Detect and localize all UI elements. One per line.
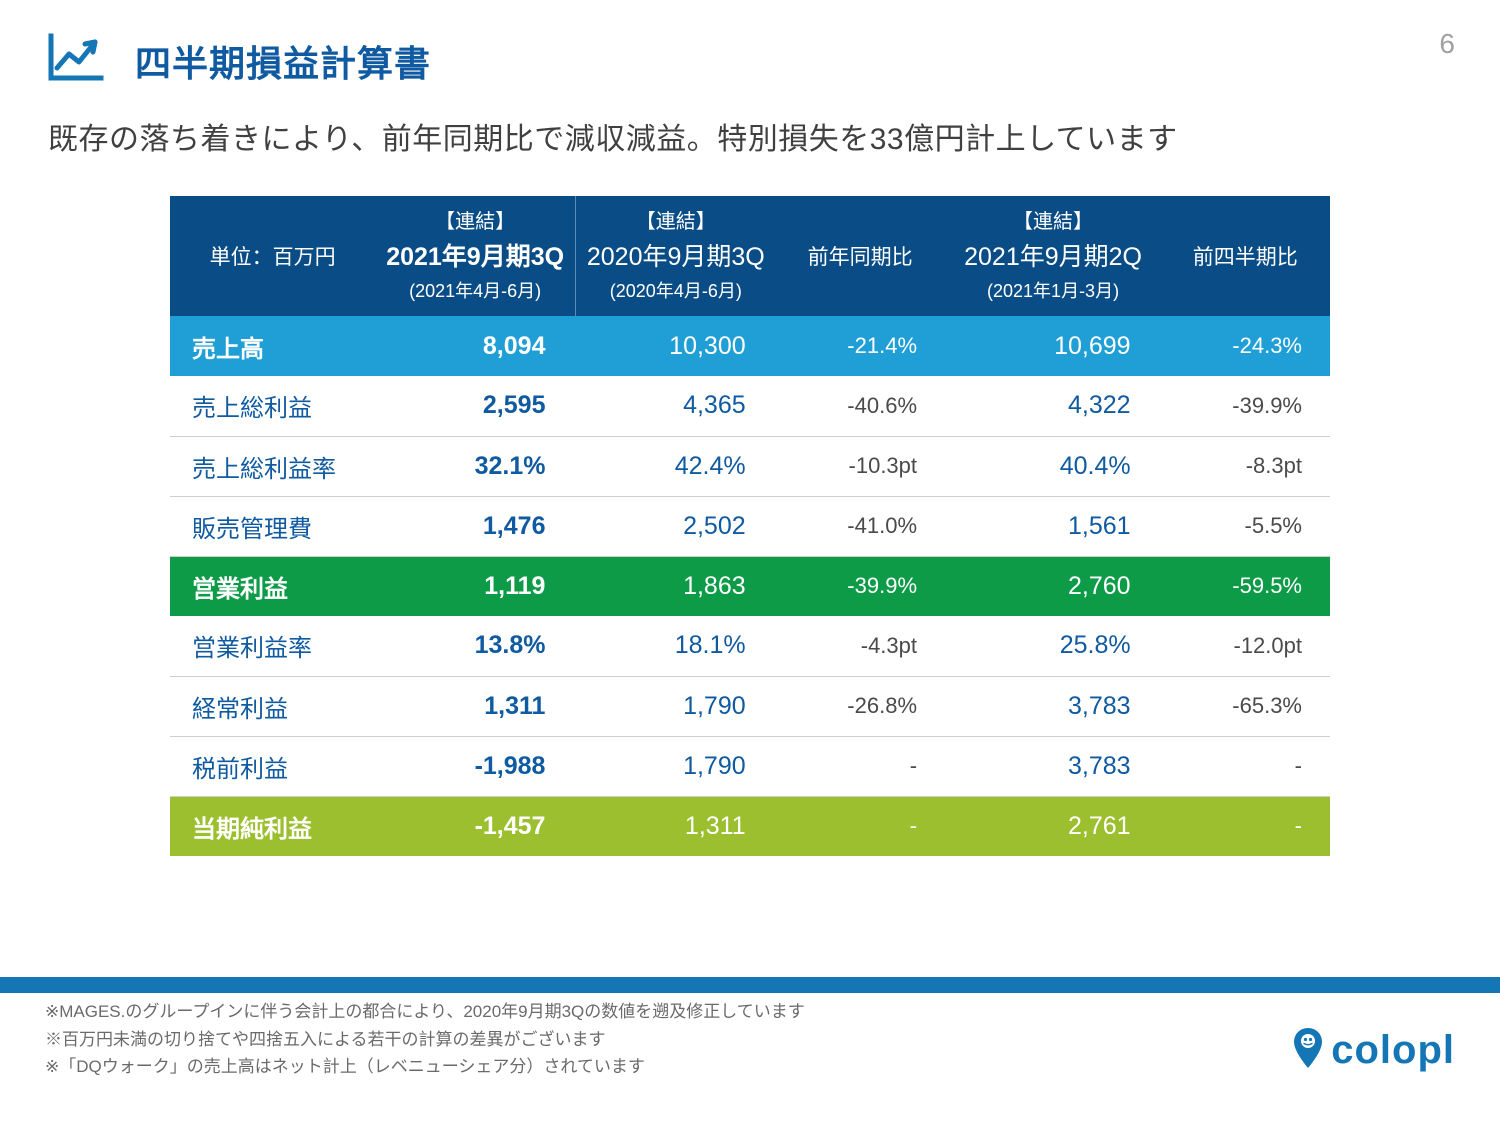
row-label: 営業利益率 [170,616,375,676]
cell-prev-quarter: 10,699 [945,316,1161,376]
cell-yoy: -26.8% [776,676,945,736]
cell-yoy: -40.6% [776,376,945,436]
unit-label: 単位：百万円 [170,196,375,316]
table-row: 売上高8,09410,300-21.4%10,699-24.3% [170,316,1330,376]
table-row: 税前利益-1,9881,790-3,783- [170,736,1330,796]
col-header-yoy: 前年同期比 [776,196,945,316]
cell-current: 8,094 [375,316,575,376]
table-header-row: 単位：百万円 【連結】 2021年9月期3Q (2021年4月-6月) 【連結】… [170,196,1330,316]
cell-prev-year: 4,365 [575,376,775,436]
table-row: 売上総利益2,5954,365-40.6%4,322-39.9% [170,376,1330,436]
table-row: 営業利益1,1191,863-39.9%2,760-59.5% [170,556,1330,616]
row-label: 税前利益 [170,736,375,796]
cell-prev-year: 18.1% [575,616,775,676]
table-row: 当期純利益-1,4571,311-2,761- [170,796,1330,856]
income-statement-table: 単位：百万円 【連結】 2021年9月期3Q (2021年4月-6月) 【連結】… [170,196,1330,856]
table-row: 販売管理費1,4762,502-41.0%1,561-5.5% [170,496,1330,556]
cell-prev-year: 1,311 [575,796,775,856]
cell-yoy: -39.9% [776,556,945,616]
cell-prev-year: 1,790 [575,736,775,796]
cell-yoy: -4.3pt [776,616,945,676]
cell-qoq: -39.9% [1161,376,1330,436]
cell-current: 32.1% [375,436,575,496]
header: 四半期損益計算書 [0,0,1500,89]
cell-current: -1,988 [375,736,575,796]
cell-yoy: - [776,736,945,796]
table-row: 営業利益率13.8%18.1%-4.3pt25.8%-12.0pt [170,616,1330,676]
colopl-logo: colopl [1291,1026,1455,1075]
row-label: 経常利益 [170,676,375,736]
chart-line-icon [45,32,105,89]
cell-yoy: -10.3pt [776,436,945,496]
cell-qoq: - [1161,796,1330,856]
logo-text: colopl [1331,1028,1455,1073]
cell-qoq: -65.3% [1161,676,1330,736]
page-title: 四半期損益計算書 [135,35,431,87]
cell-current: 1,311 [375,676,575,736]
cell-prev-year: 42.4% [575,436,775,496]
col-header-prev-quarter: 【連結】 2021年9月期2Q (2021年1月-3月) [945,196,1161,316]
row-label: 営業利益 [170,556,375,616]
cell-prev-quarter: 1,561 [945,496,1161,556]
row-label: 販売管理費 [170,496,375,556]
cell-prev-quarter: 2,760 [945,556,1161,616]
cell-prev-quarter: 3,783 [945,736,1161,796]
cell-qoq: -12.0pt [1161,616,1330,676]
col-header-current: 【連結】 2021年9月期3Q (2021年4月-6月) [375,196,575,316]
cell-qoq: -59.5% [1161,556,1330,616]
cell-qoq: -24.3% [1161,316,1330,376]
row-label: 売上総利益率 [170,436,375,496]
cell-prev-year: 1,863 [575,556,775,616]
table-row: 売上総利益率32.1%42.4%-10.3pt40.4%-8.3pt [170,436,1330,496]
cell-qoq: - [1161,736,1330,796]
cell-current: 13.8% [375,616,575,676]
cell-current: 2,595 [375,376,575,436]
table-row: 経常利益1,3111,790-26.8%3,783-65.3% [170,676,1330,736]
cell-qoq: -8.3pt [1161,436,1330,496]
page-number: 6 [1439,28,1455,60]
cell-prev-quarter: 4,322 [945,376,1161,436]
pin-icon [1291,1026,1325,1075]
cell-prev-year: 2,502 [575,496,775,556]
row-label: 売上総利益 [170,376,375,436]
footer-accent-bar [0,977,1500,993]
cell-qoq: -5.5% [1161,496,1330,556]
cell-current: 1,476 [375,496,575,556]
cell-prev-quarter: 25.8% [945,616,1161,676]
subtitle: 既存の落ち着きにより、前年同期比で減収減益。特別損失を33億円計上しています [0,89,1500,158]
col-header-qoq: 前四半期比 [1161,196,1330,316]
footnote-line: ※百万円未満の切り捨てや四捨五入による若干の計算の差異がございます [45,1026,805,1053]
cell-prev-quarter: 2,761 [945,796,1161,856]
cell-current: 1,119 [375,556,575,616]
cell-prev-year: 10,300 [575,316,775,376]
row-label: 当期純利益 [170,796,375,856]
cell-yoy: -41.0% [776,496,945,556]
cell-prev-quarter: 40.4% [945,436,1161,496]
footnotes: ※MAGES.のグループインに伴う会計上の都合により、2020年9月期3Qの数値… [45,998,805,1080]
cell-current: -1,457 [375,796,575,856]
col-header-prev-year: 【連結】 2020年9月期3Q (2020年4月-6月) [575,196,775,316]
cell-yoy: -21.4% [776,316,945,376]
cell-prev-quarter: 3,783 [945,676,1161,736]
footnote-line: ※「DQウォーク」の売上高はネット計上（レベニューシェア分）されています [45,1053,805,1080]
cell-prev-year: 1,790 [575,676,775,736]
footnote-line: ※MAGES.のグループインに伴う会計上の都合により、2020年9月期3Qの数値… [45,998,805,1025]
cell-yoy: - [776,796,945,856]
row-label: 売上高 [170,316,375,376]
